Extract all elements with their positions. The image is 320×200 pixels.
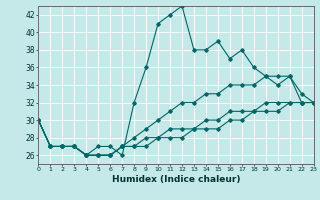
X-axis label: Humidex (Indice chaleur): Humidex (Indice chaleur) <box>112 175 240 184</box>
